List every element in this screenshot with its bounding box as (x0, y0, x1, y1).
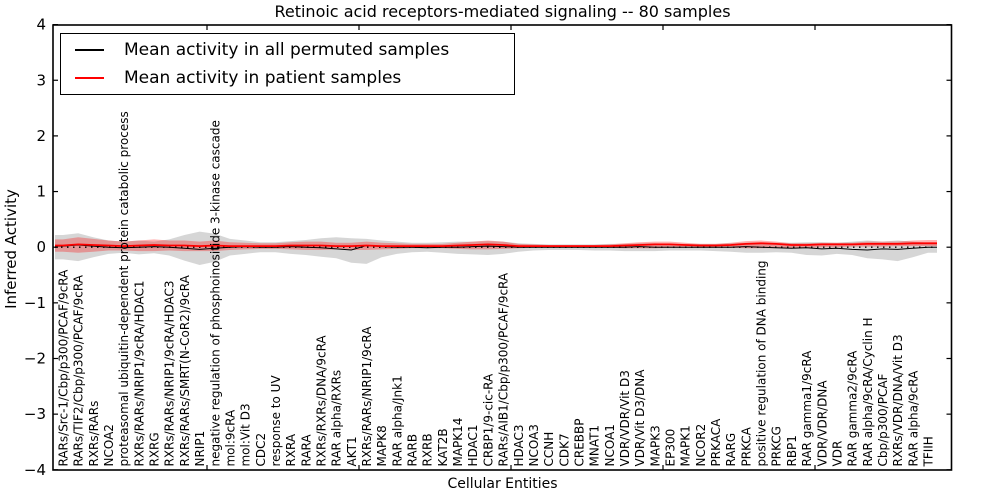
y-tick-label: −1 (24, 294, 46, 312)
x-tick-label: NRIP1 (193, 431, 207, 467)
x-tick-label: RXRs/RXRs/DNA/9cRA (314, 335, 328, 467)
x-tick-label: RXRs/VDR/DNA/Vit D3 (891, 334, 905, 466)
x-tick-label: HDAC1 (466, 424, 480, 466)
x-tick-label: MNAT1 (588, 425, 602, 467)
x-tick-label: AKT1 (345, 436, 359, 466)
legend: Mean activity in all permuted samples Mea… (60, 33, 515, 95)
x-tick-label: MAPK1 (679, 425, 693, 466)
y-tick-label: 3 (36, 71, 46, 89)
x-tick-label: NCOA3 (527, 424, 541, 466)
x-tick-label: TFIIH (921, 436, 935, 467)
x-tick-label: NCOA2 (102, 424, 116, 466)
x-tick-label: CRBP1/9-cic-RA (481, 373, 495, 467)
x-tick-label: VDR/Vit D3/DNA (633, 369, 647, 467)
x-tick-label: RXRs/RARs (87, 401, 101, 467)
legend-item-0: Mean activity in all permuted samples (61, 37, 514, 63)
x-tick-label: MAPK8 (375, 425, 389, 466)
x-tick-label: KAT2B (436, 428, 450, 466)
x-tick-label: EP300 (664, 429, 678, 467)
y-tick-label: 2 (36, 127, 46, 145)
x-tick-label: RARs/AIB1/Cbp/p300/PCAF/9cRA (497, 272, 511, 466)
x-tick-label: MAPK3 (648, 425, 662, 466)
y-tick-label: 0 (36, 238, 46, 256)
x-tick-label: RXRA (284, 433, 298, 466)
x-tick-label: RARG (724, 433, 738, 467)
x-tick-label: RAR gamma2/9cRA (846, 350, 860, 467)
y-axis-ticks: 4 3 2 1 0 −1 −2 −3 −4 (24, 16, 952, 479)
y-tick-label: −2 (24, 350, 46, 368)
x-tick-label: negative regulation of phosphoinositide … (208, 120, 222, 466)
chart-title: Retinoic acid receptors-mediated signali… (274, 2, 731, 21)
x-tick-label: mol:Vit D3 (239, 403, 253, 466)
y-axis-label: Inferred Activity (2, 189, 20, 309)
x-tick-label: RXRs/RARs/NRIP1/9cRA/HDAC3 (163, 280, 177, 466)
x-tick-label: CREBBP (572, 419, 586, 467)
x-axis-ticks (206, 25, 816, 470)
y-tick-label: 1 (36, 183, 46, 201)
legend-line-swatch (75, 77, 104, 80)
x-tick-label: VDR/VDR/Vit D3 (618, 370, 632, 466)
x-tick-label: VDR/VDR/DNA (815, 380, 829, 467)
x-tick-label: mol:9cRA (223, 409, 237, 466)
x-tick-label: RAR alpha/9cRA/Cyclin H (861, 317, 875, 466)
x-tick-label: RBP1 (785, 435, 799, 466)
x-tick-label: CCNH (542, 432, 556, 467)
legend-item-1: Mean activity in patient samples (61, 65, 514, 91)
y-tick-label: 4 (36, 16, 46, 34)
x-tick-label: PRKCG (770, 426, 784, 466)
x-tick-label: positive regulation of DNA binding (755, 261, 769, 467)
y-tick-label: −3 (24, 405, 46, 423)
permuted-mean-line (55, 244, 937, 251)
x-axis-label: Cellular Entities (447, 476, 558, 492)
x-tick-label: VDR (830, 441, 844, 467)
x-tick-labels: RARs/Src-1/Cbp/p300/PCAF/9cRA RARs/TIF2/C… (57, 111, 936, 467)
x-tick-label: HDAC3 (512, 424, 526, 466)
permuted-band (55, 231, 937, 265)
x-tick-label: RAR gamma1/9cRA (800, 350, 814, 467)
x-tick-label: Cbp/p300/PCAF (876, 373, 890, 466)
x-tick-label: RARs/Src-1/Cbp/p300/PCAF/9cRA (57, 269, 71, 467)
x-tick-label: response to UV (269, 375, 283, 467)
x-tick-label: PRKCA (739, 426, 753, 466)
x-tick-label: RXRs/RARs/NRIP1/9cRA (360, 326, 374, 467)
patient-mean-line (55, 242, 937, 248)
legend-line-swatch (75, 48, 104, 51)
x-tick-label: RAR alpha/9cRA (906, 370, 920, 467)
x-tick-label: RXRG (148, 432, 162, 466)
x-tick-label: RXRs/RARs/SMRT(N-CoR2)/9cRA (178, 274, 192, 466)
x-tick-label: RARB (406, 434, 420, 467)
x-tick-label: PRKACA (709, 418, 723, 467)
y-tick-label: −4 (24, 461, 46, 479)
legend-item-label: Mean activity in patient samples (124, 68, 402, 89)
x-tick-label: RXRB (421, 433, 435, 466)
x-tick-label: RARA (299, 434, 313, 467)
x-tick-label: NCOA1 (603, 424, 617, 466)
x-tick-label: RXRs/RARs/NRIP1/9cRA/HDAC1 (132, 280, 146, 466)
x-tick-label: CDC2 (254, 433, 268, 467)
x-tick-label: CDK7 (557, 433, 571, 466)
x-tick-label: MAPK14 (451, 418, 465, 467)
x-tick-label: RAR alpha/RXRs (330, 370, 344, 467)
legend-item-label: Mean activity in all permuted samples (124, 39, 450, 60)
x-tick-label: RARs/TIF2/Cbp/p300/PCAF/9cRA (72, 274, 86, 466)
x-tick-label: RAR alpha/Jnk1 (390, 375, 404, 466)
x-tick-label: proteasomal ubiquitin-dependent protein … (117, 111, 131, 466)
x-tick-label: NCOR2 (694, 424, 708, 467)
